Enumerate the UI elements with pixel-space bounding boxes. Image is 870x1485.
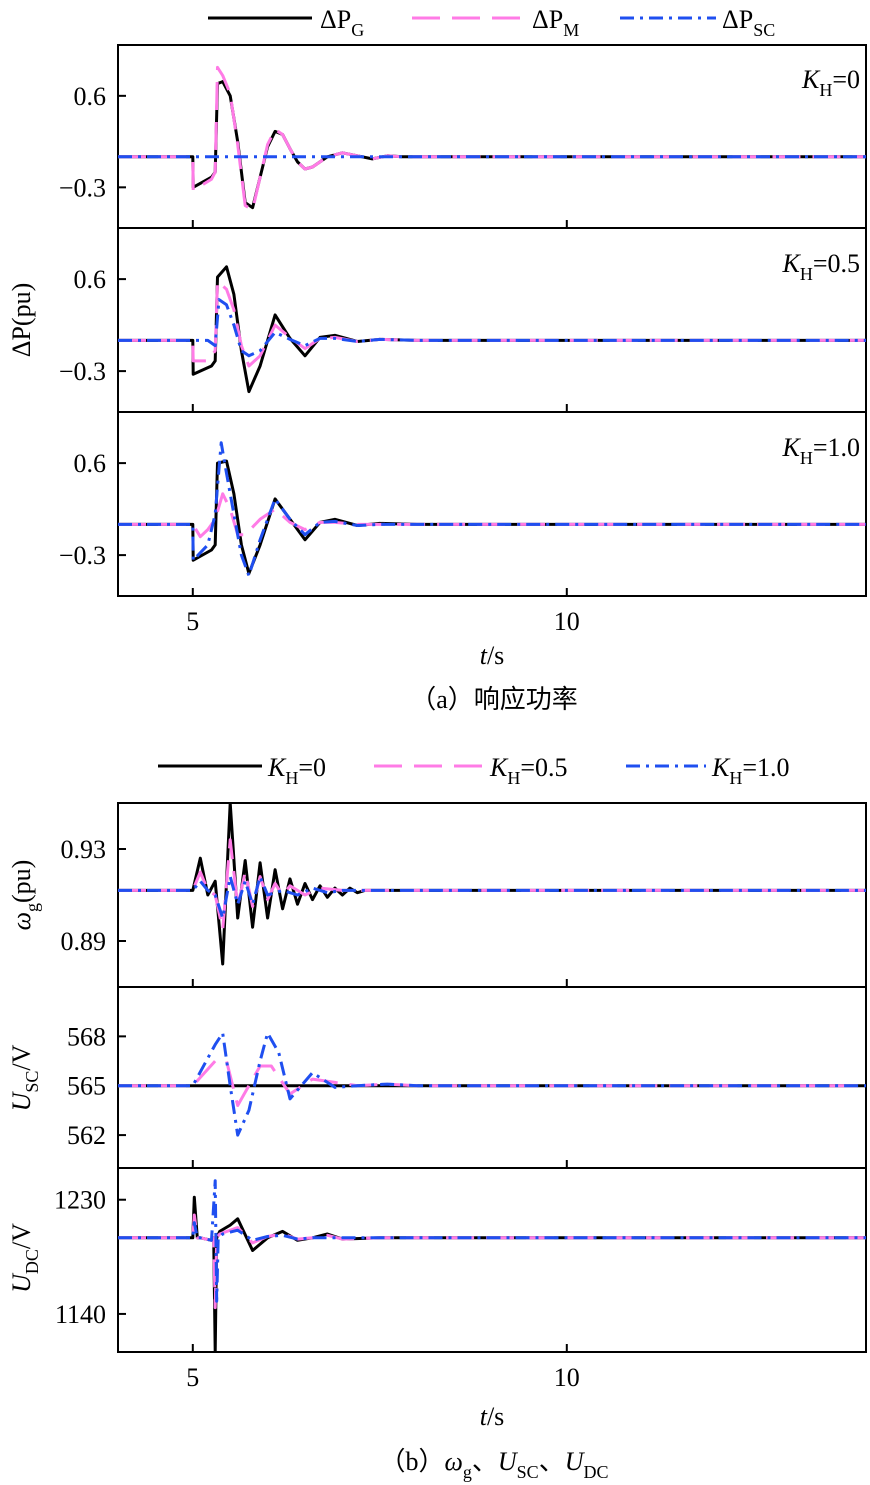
legend-a-label-sc: ΔPSC: [722, 5, 775, 40]
series-line-pm: [118, 279, 866, 368]
series-line-kh1.0: [118, 1179, 866, 1303]
legend-b-label-0: KH=0: [267, 753, 326, 788]
y-tick-label: 0.6: [74, 82, 107, 111]
legend-a: ΔPG ΔPM ΔPSC: [208, 5, 775, 40]
legend-b-label-05: KH=0.5: [489, 753, 568, 788]
legend-b: KH=0 KH=0.5 KH=1.0: [158, 753, 790, 788]
y-tick-label: 0.89: [61, 927, 107, 956]
panel-frame: [117, 44, 867, 229]
legend-a-label-m: ΔPM: [532, 5, 579, 40]
series-line-pg: [118, 80, 866, 210]
figure-b-xlabel: t/s: [480, 1402, 505, 1431]
y-tick-label: 0.93: [61, 835, 107, 864]
figure-a-xlabel: t/s: [480, 641, 505, 670]
panel-annotation: KH=0.5: [781, 249, 860, 284]
panel-annotation: KH=1.0: [781, 433, 860, 468]
series-line-kh1.0: [118, 1031, 866, 1137]
x-tick-label: 5: [186, 1363, 199, 1392]
series-line-psc: [118, 441, 866, 578]
panel-annotation: KH=0: [801, 65, 860, 100]
y-tick-label: −0.3: [59, 357, 106, 386]
y-tick-label: 0.6: [74, 449, 107, 478]
y-tick-label: 568: [67, 1022, 106, 1051]
figure-b-caption: （b）ωg、USC、UDC: [379, 1447, 608, 1482]
figure-b-ylabel-usc: USC/V: [7, 1044, 42, 1111]
figure-b-ylabel-omega: ωg(pu): [7, 860, 42, 931]
series-line-kh0: [118, 1195, 866, 1352]
x-tick-label: 10: [554, 1363, 580, 1392]
series-line-kh1.0: [118, 875, 866, 920]
series-line-kh0.5: [118, 1213, 866, 1310]
x-tick-label: 10: [554, 607, 580, 636]
figure-a-ylabel: ΔP(pu): [7, 283, 36, 358]
y-tick-label: 0.6: [74, 265, 107, 294]
figure-b-plot: 0.93 0.89 568 565 562 1230 1140 5 10: [54, 802, 867, 1392]
series-line-psc: [118, 298, 866, 358]
legend-b-label-10: KH=1.0: [711, 753, 790, 788]
y-tick-label: 1140: [55, 1300, 106, 1329]
x-tick-label: 5: [186, 607, 199, 636]
series-line-kh0.5: [118, 1059, 866, 1107]
legend-a-label-g: ΔPG: [320, 5, 364, 40]
y-tick-label: 562: [67, 1121, 106, 1150]
y-tick-label: −0.3: [59, 173, 106, 202]
series-line-pg: [118, 459, 866, 575]
figure-a-plot: 0.6 −0.3 KH=0 0.6 −0.3 KH=0.5 0.6 −0.3 KH=1.0 5 10: [59, 44, 867, 636]
y-tick-label: 1230: [54, 1186, 106, 1215]
series-line-pm: [118, 65, 866, 212]
figure-b-ylabel-udc: UDC/V: [7, 1223, 42, 1293]
y-tick-label: −0.3: [59, 541, 106, 570]
panel-frame: [117, 227, 867, 413]
panel-frame: [117, 411, 867, 597]
y-tick-label: 565: [67, 1072, 106, 1101]
series-line-pg: [118, 265, 866, 394]
figure-a-caption: （a）响应功率: [410, 685, 578, 714]
panel-frame: [117, 1167, 867, 1353]
